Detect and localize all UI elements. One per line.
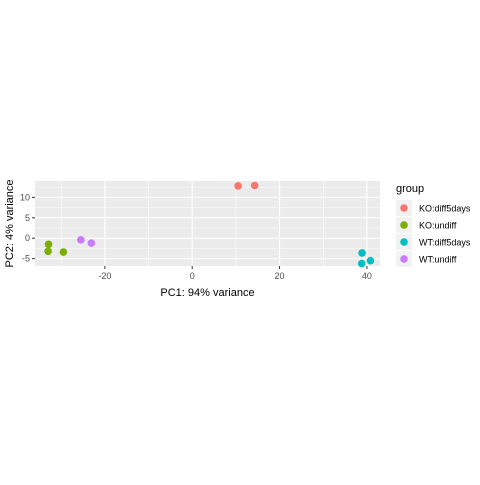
data-point — [358, 249, 366, 257]
legend-title: group — [396, 183, 424, 195]
legend-key-point — [400, 204, 408, 212]
data-point — [59, 248, 68, 256]
data-point — [87, 239, 96, 247]
grid-layer — [35, 181, 380, 266]
y-tick-label: 5 — [25, 213, 30, 223]
y-tick-label: 0 — [25, 233, 30, 243]
data-point — [77, 236, 85, 244]
data-point — [366, 256, 375, 265]
y-tick-label: 10 — [20, 192, 30, 202]
legend-label: KO:undiff — [419, 221, 457, 231]
axis-layer: -20 0 20 40 -5 0 5 10 — [20, 192, 372, 281]
x-tick-label: 0 — [190, 271, 195, 281]
x-tick-label: 20 — [275, 271, 285, 281]
y-tick-label: -5 — [22, 254, 30, 264]
y-axis-title: PC2: 4% variance — [4, 179, 16, 267]
legend-key-point — [400, 238, 408, 246]
legend-key-point — [400, 255, 408, 263]
points-layer — [44, 181, 375, 268]
data-point — [44, 247, 52, 256]
legend-label: WT:undiff — [419, 255, 457, 265]
data-point — [357, 259, 366, 268]
legend-label: KO:diff5days — [419, 204, 471, 214]
data-point — [234, 182, 242, 190]
plot-panel — [35, 181, 380, 266]
data-point — [44, 240, 53, 249]
data-point — [250, 181, 259, 190]
x-tick-label: 40 — [362, 271, 372, 281]
legend-label: WT:diff5days — [419, 238, 471, 248]
x-axis-title: PC1: 94% variance — [160, 287, 254, 299]
legend-key-point — [400, 221, 408, 229]
x-tick-label: -20 — [98, 271, 111, 281]
legend: group KO:diff5days KO:undiff WT:diff5days W… — [396, 183, 471, 267]
